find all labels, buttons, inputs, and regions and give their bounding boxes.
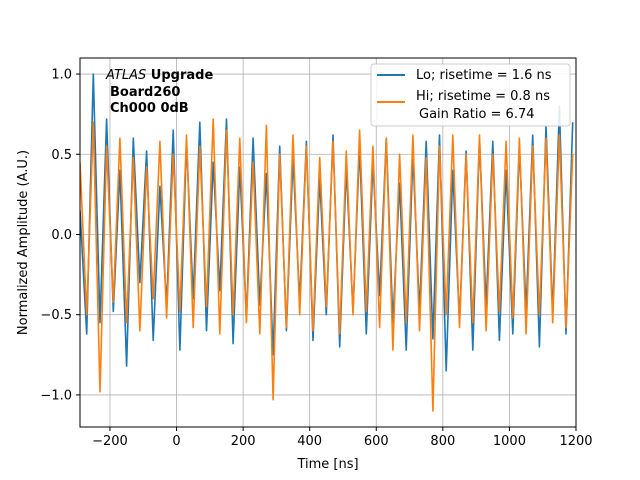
y-tick-label: 0.5 bbox=[51, 148, 72, 163]
legend-label-lo: Lo; risetime = 1.6 ns bbox=[416, 68, 552, 83]
annotation-upgrade: Upgrade bbox=[146, 68, 213, 83]
x-tick-label: 400 bbox=[297, 434, 322, 449]
series-line-hi bbox=[80, 118, 574, 412]
annotation-line-1: ATLAS Upgrade bbox=[105, 68, 213, 83]
legend: Lo; risetime = 1.6 ns Hi; risetime = 0.8… bbox=[370, 63, 571, 127]
x-tick-label: 800 bbox=[430, 434, 455, 449]
annotation: ATLAS Upgrade Board260 Ch000 0dB bbox=[105, 68, 213, 116]
x-tick-label: 200 bbox=[231, 434, 256, 449]
x-tick-label: −200 bbox=[92, 434, 128, 449]
ticks: −200 0 200 400 600 800 1000 1200 −1.0 −0.5 0.0 0.5 1… bbox=[40, 68, 592, 449]
x-tick-label: 600 bbox=[364, 434, 389, 449]
legend-gain-ratio: Gain Ratio = 6.74 bbox=[419, 107, 535, 122]
x-tick-label: 0 bbox=[172, 434, 180, 449]
legend-label-hi: Hi; risetime = 0.8 ns bbox=[416, 89, 550, 104]
annotation-line-2: Board260 bbox=[110, 85, 180, 100]
annotation-atlas: ATLAS bbox=[105, 68, 146, 83]
y-tick-label: 1.0 bbox=[51, 68, 72, 83]
y-tick-label: −0.5 bbox=[40, 308, 72, 323]
y-tick-label: −1.0 bbox=[40, 388, 72, 403]
y-axis-label: Normalized Amplitude (A.U.) bbox=[16, 150, 31, 335]
series-layer bbox=[80, 73, 574, 412]
legend-box bbox=[370, 63, 571, 127]
y-tick-label: 0.0 bbox=[51, 228, 72, 243]
x-tick-label: 1200 bbox=[559, 434, 592, 449]
x-axis-label: Time [ns] bbox=[296, 457, 358, 472]
plot-frame bbox=[79, 57, 577, 428]
x-tick-label: 1000 bbox=[493, 434, 526, 449]
annotation-line-3: Ch000 0dB bbox=[110, 101, 189, 116]
